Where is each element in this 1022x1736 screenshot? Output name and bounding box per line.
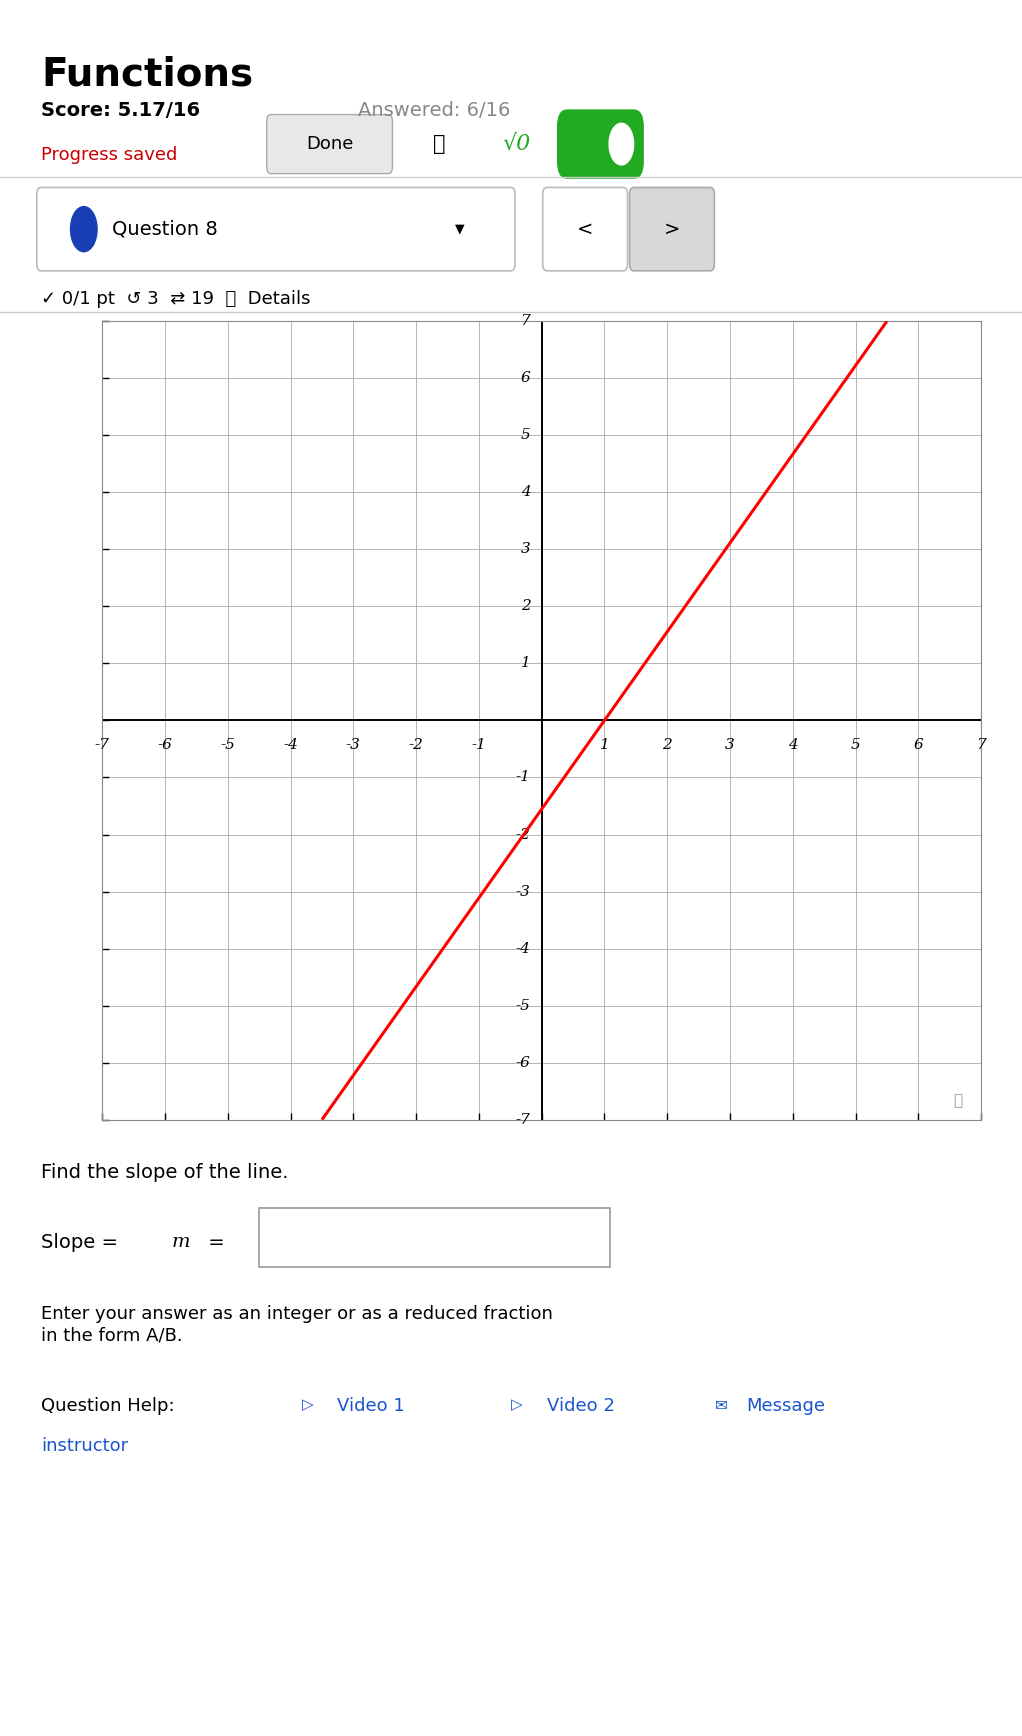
Text: -6: -6	[157, 738, 173, 752]
FancyBboxPatch shape	[267, 115, 392, 174]
FancyBboxPatch shape	[543, 187, 628, 271]
Text: -5: -5	[515, 998, 530, 1012]
Text: -7: -7	[515, 1113, 530, 1127]
Text: ▷: ▷	[301, 1397, 313, 1413]
Text: -2: -2	[515, 828, 530, 842]
FancyBboxPatch shape	[630, 187, 714, 271]
Text: -7: -7	[95, 738, 109, 752]
Text: 1: 1	[520, 656, 530, 670]
Text: =: =	[202, 1233, 225, 1252]
Text: √0: √0	[502, 134, 530, 155]
Text: -3: -3	[515, 885, 530, 899]
Text: Video 2: Video 2	[547, 1397, 614, 1415]
Text: Progress saved: Progress saved	[41, 146, 177, 163]
Text: instructor: instructor	[41, 1437, 128, 1455]
Text: Message: Message	[746, 1397, 825, 1415]
Text: 6: 6	[914, 738, 923, 752]
Text: 4: 4	[788, 738, 797, 752]
Text: -6: -6	[515, 1055, 530, 1069]
Text: -5: -5	[221, 738, 235, 752]
Text: Question Help:: Question Help:	[41, 1397, 175, 1415]
Text: Question 8: Question 8	[112, 220, 218, 238]
Text: 6: 6	[520, 372, 530, 385]
Text: 3: 3	[726, 738, 735, 752]
Text: ⎙: ⎙	[433, 134, 446, 155]
Text: 2: 2	[662, 738, 672, 752]
Text: 1: 1	[600, 738, 609, 752]
Text: -3: -3	[345, 738, 361, 752]
Text: 4: 4	[520, 486, 530, 500]
Text: ✓ 0/1 pt  ↺ 3  ⇄ 19  ⓘ  Details: ✓ 0/1 pt ↺ 3 ⇄ 19 ⓘ Details	[41, 290, 311, 307]
Circle shape	[609, 123, 634, 165]
Text: -1: -1	[471, 738, 486, 752]
Text: -1: -1	[515, 771, 530, 785]
Text: 7: 7	[976, 738, 986, 752]
Text: -4: -4	[515, 941, 530, 955]
FancyBboxPatch shape	[259, 1208, 610, 1267]
Text: ▼: ▼	[455, 222, 465, 236]
Text: Score: 5.17/16: Score: 5.17/16	[41, 101, 200, 120]
FancyBboxPatch shape	[557, 109, 644, 179]
Text: ✉: ✉	[715, 1397, 728, 1413]
Text: 3: 3	[520, 542, 530, 556]
Text: -4: -4	[283, 738, 298, 752]
Text: 🔍: 🔍	[954, 1094, 963, 1108]
Text: -2: -2	[409, 738, 423, 752]
Text: Functions: Functions	[41, 56, 253, 94]
Text: >: >	[663, 220, 681, 238]
Text: Enter your answer as an integer or as a reduced fraction
in the form A/B.: Enter your answer as an integer or as a …	[41, 1305, 553, 1344]
FancyBboxPatch shape	[37, 187, 515, 271]
Text: m: m	[172, 1233, 190, 1250]
Text: ▷: ▷	[511, 1397, 522, 1413]
Text: 5: 5	[850, 738, 861, 752]
Text: Find the slope of the line.: Find the slope of the line.	[41, 1163, 288, 1182]
Text: Video 1: Video 1	[337, 1397, 405, 1415]
Text: Slope =: Slope =	[41, 1233, 124, 1252]
Text: 2: 2	[520, 599, 530, 613]
Text: Answered: 6/16: Answered: 6/16	[358, 101, 510, 120]
Circle shape	[71, 207, 97, 252]
Text: 7: 7	[520, 314, 530, 328]
Text: <: <	[576, 220, 594, 238]
Text: 5: 5	[520, 429, 530, 443]
Text: Done: Done	[306, 135, 354, 153]
